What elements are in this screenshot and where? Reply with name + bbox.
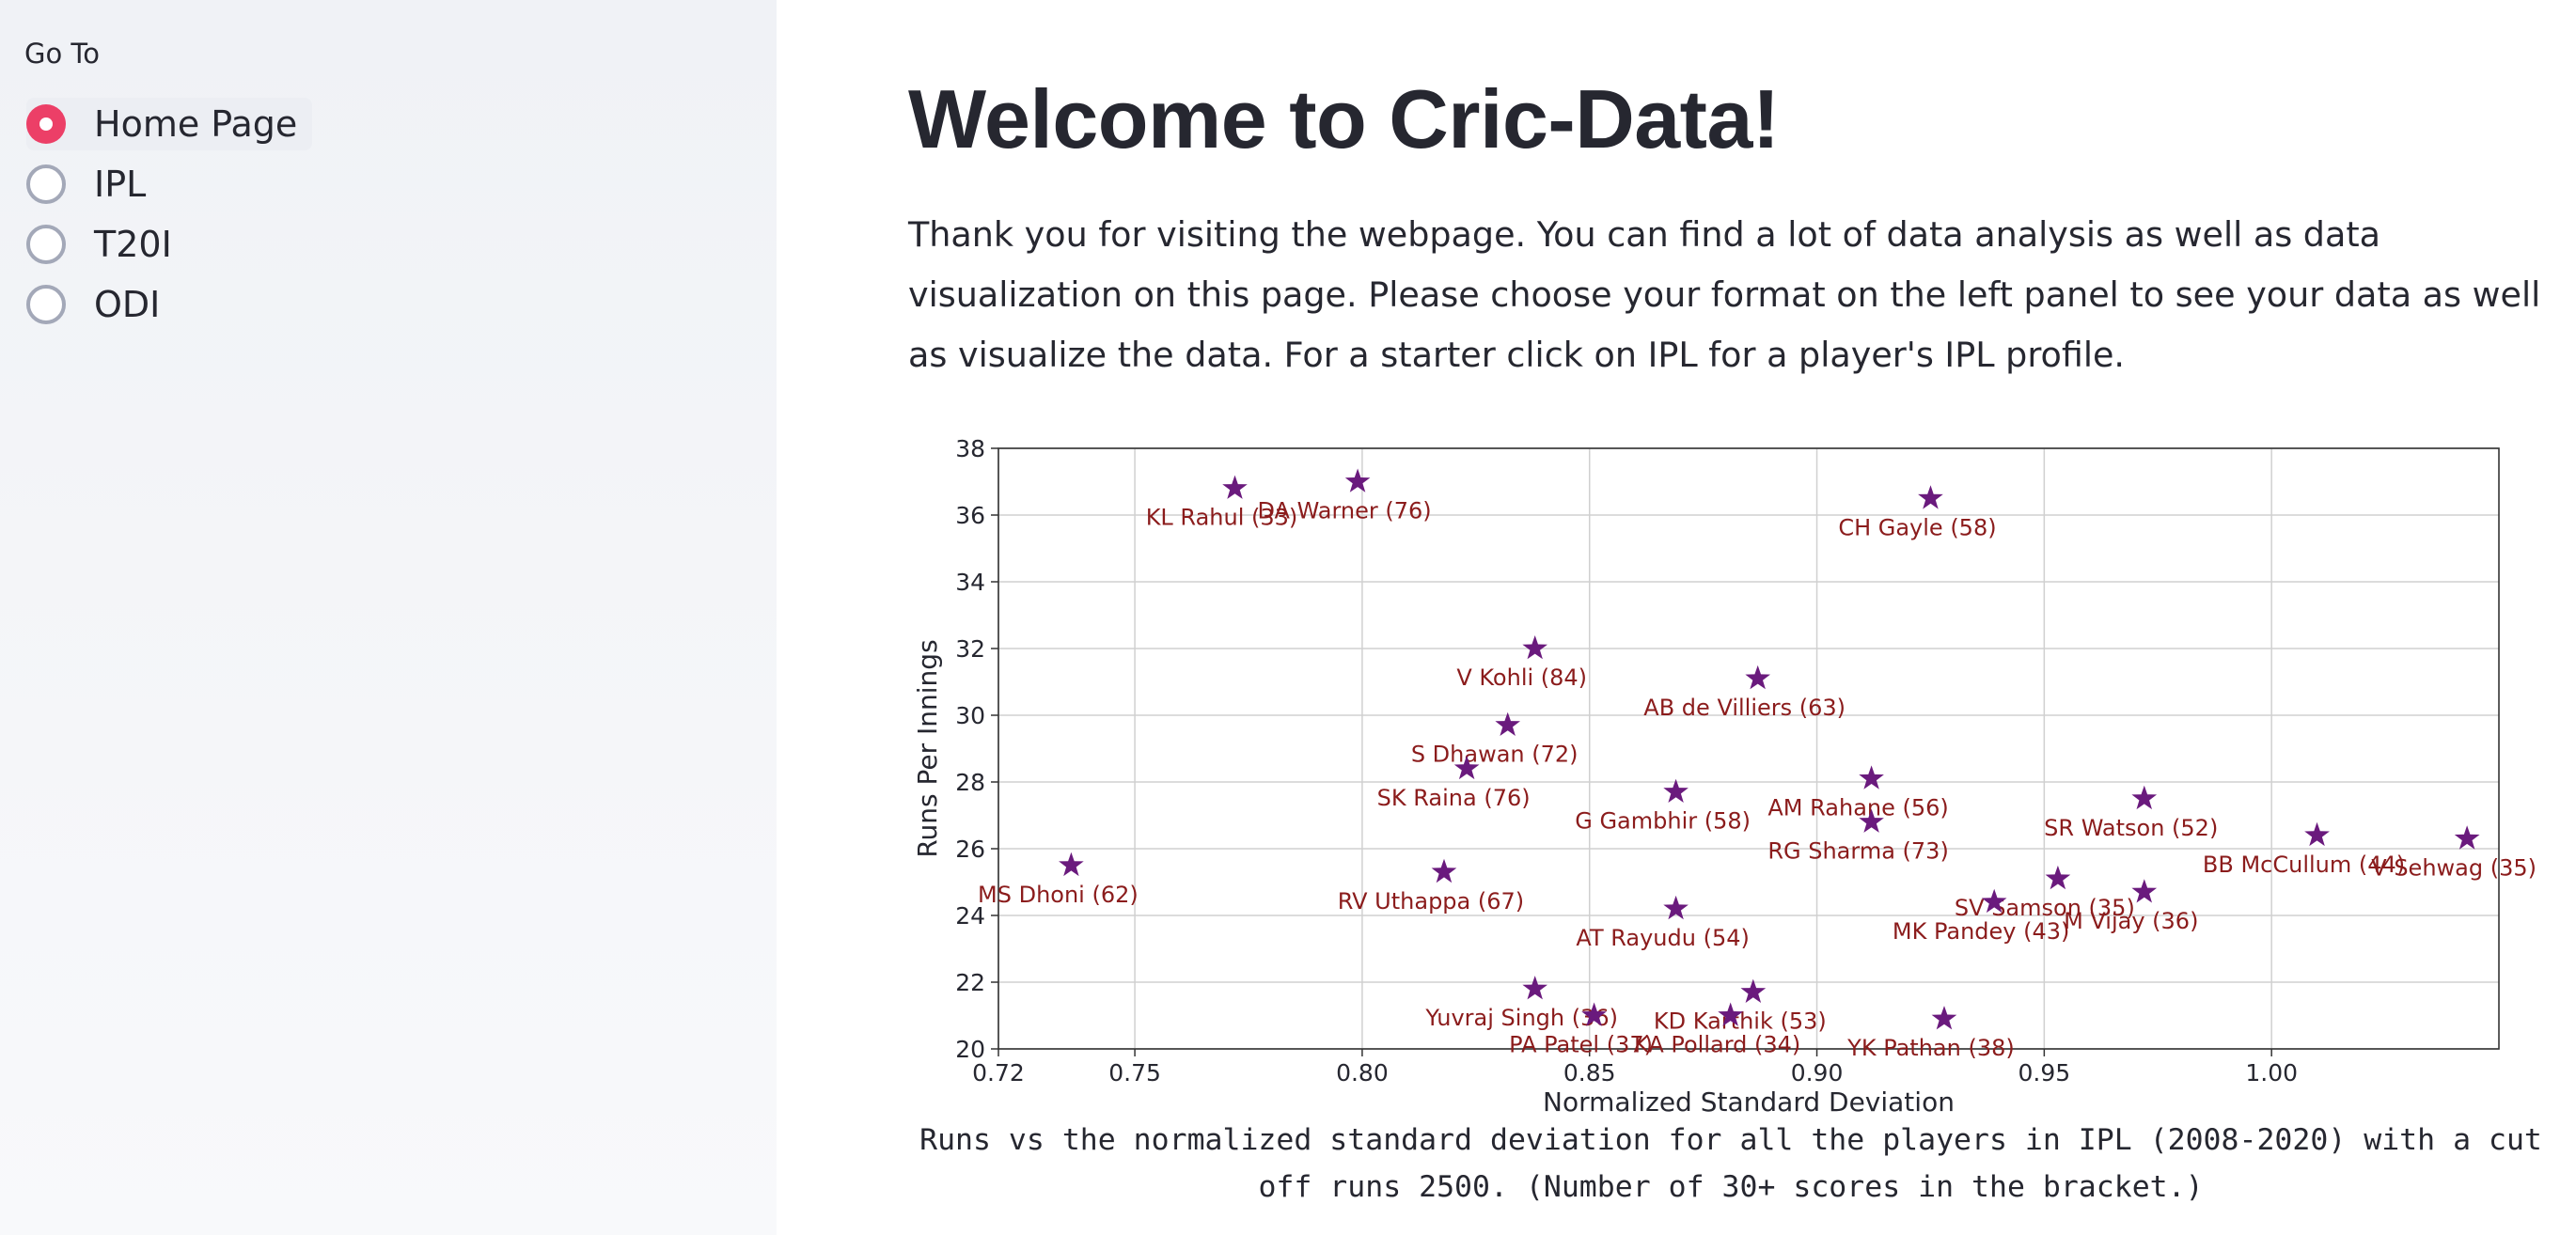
radio-label-home-page: Home Page xyxy=(94,103,298,145)
sidebar: Go To Home Page IPL T20I ODI xyxy=(0,0,777,1235)
data-point-label: AM Rahane (56) xyxy=(1767,794,1948,821)
x-tick-label: 0.72 xyxy=(972,1059,1025,1086)
y-tick-label: 20 xyxy=(955,1036,985,1063)
radio-option-t20i[interactable]: T20I xyxy=(26,218,172,271)
chart-caption: Runs vs the normalized standard deviatio… xyxy=(919,1123,2542,1204)
radio-unchecked-icon[interactable] xyxy=(26,225,66,264)
x-tick-label: 0.80 xyxy=(1336,1059,1389,1086)
y-tick-label: 32 xyxy=(955,635,985,663)
data-point-label: KL Rahul (33) xyxy=(1146,505,1298,531)
data-point-label: YK Pathan (38) xyxy=(1846,1035,2015,1061)
data-point-label: PA Patel (37) xyxy=(1509,1032,1653,1058)
data-point-label: CH Gayle (58) xyxy=(1838,514,1996,540)
y-tick-label: 26 xyxy=(955,836,985,863)
data-point-star xyxy=(1344,468,1371,492)
data-point-star xyxy=(1581,1002,1607,1026)
x-tick-label: 1.00 xyxy=(2245,1059,2298,1086)
x-tick-label: 0.85 xyxy=(1563,1059,1616,1086)
y-tick-label: 28 xyxy=(955,769,985,796)
y-tick-label: 24 xyxy=(955,902,985,930)
data-point-label: SK Raina (76) xyxy=(1377,785,1531,811)
y-tick-label: 34 xyxy=(955,569,985,596)
data-point-label: S Dhawan (72) xyxy=(1411,742,1579,768)
data-point-star xyxy=(1740,978,1767,1003)
data-point-star xyxy=(1718,1002,1743,1026)
data-point-star xyxy=(1522,976,1547,1000)
data-point-label: M Vijay (36) xyxy=(2064,908,2198,934)
data-point-label: AB de Villiers (63) xyxy=(1643,695,1846,721)
data-point-label: MS Dhoni (62) xyxy=(978,882,1139,908)
plot-frame xyxy=(997,447,2500,1050)
data-point-label: SR Watson (52) xyxy=(2044,815,2218,841)
data-points: KL Rahul (33)DA Warner (76) CH Gayle (58)… xyxy=(978,468,2537,1061)
y-tick-label: 22 xyxy=(955,969,985,996)
data-point-star xyxy=(2304,821,2330,847)
data-point-star xyxy=(1059,852,1084,877)
radio-label-ipl: IPL xyxy=(94,164,147,205)
data-point-star xyxy=(1522,635,1547,660)
data-point-star xyxy=(1663,895,1689,920)
data-point-star xyxy=(1495,711,1520,736)
radio-option-ipl[interactable]: IPL xyxy=(26,158,146,211)
radio-unchecked-icon[interactable] xyxy=(26,285,66,324)
data-point-label: V Kohli (84) xyxy=(1456,664,1587,691)
x-axis-label: Normalized Standard Deviation xyxy=(1543,1086,1955,1118)
intro-paragraph: Thank you for visiting the webpage. You … xyxy=(908,214,2541,375)
data-point-star xyxy=(1431,858,1457,883)
y-tick-label: 36 xyxy=(955,502,985,529)
data-point-star xyxy=(1745,664,1770,690)
data-point-star xyxy=(1931,1006,1957,1030)
radio-label-odi: ODI xyxy=(94,284,161,325)
y-tick-label: 30 xyxy=(955,702,985,729)
data-point-star xyxy=(1222,475,1248,499)
data-point-label: Yuvraj Singh (36) xyxy=(1424,1005,1618,1031)
data-point-star xyxy=(1981,888,2007,914)
data-point-star xyxy=(2045,865,2071,890)
data-point-label: BB McCullum (44) xyxy=(2203,852,2405,878)
data-point-label: RG Sharma (73) xyxy=(1767,838,1948,865)
data-point-star xyxy=(2131,879,2158,903)
data-point-star xyxy=(1859,765,1884,789)
x-tick-label: 0.75 xyxy=(1108,1059,1161,1086)
data-point-star xyxy=(1918,485,1943,509)
radio-checked-icon[interactable] xyxy=(26,104,66,144)
scatter-chart: 0.72 0.75 0.80 0.85 0.90 0.95 1.00 20 22 24 26 28 30… xyxy=(912,435,2537,1118)
data-point-label: G Gambhir (58) xyxy=(1575,808,1751,835)
axis-ticks: 0.72 0.75 0.80 0.85 0.90 0.95 1.00 20 22 24 26 28 30… xyxy=(955,435,2298,1086)
data-point-label: DA Warner (76) xyxy=(1257,498,1431,524)
data-point-label: AT Rayudu (54) xyxy=(1576,925,1749,951)
y-tick-label: 38 xyxy=(955,435,985,462)
y-axis-label: Runs Per Innings xyxy=(912,639,943,857)
data-point-label: RV Uthappa (67) xyxy=(1338,888,1524,915)
chart-grid xyxy=(997,447,2499,1050)
radio-option-home-page[interactable]: Home Page xyxy=(26,98,313,150)
data-point-label: V Sehwag (35) xyxy=(2371,854,2537,881)
data-point-star xyxy=(2131,785,2158,810)
data-point-star xyxy=(1663,778,1689,803)
radio-unchecked-icon[interactable] xyxy=(26,164,66,204)
data-point-star xyxy=(1453,755,1480,780)
data-point-label: KA Pollard (34) xyxy=(1634,1032,1800,1058)
data-point-star xyxy=(1859,808,1884,833)
x-tick-label: 0.95 xyxy=(2018,1059,2071,1086)
data-point-star xyxy=(2454,825,2480,850)
radio-option-odi[interactable]: ODI xyxy=(26,278,160,331)
goto-label: Go To xyxy=(24,38,100,70)
page-title: Welcome to Cric-Data! xyxy=(908,72,1780,165)
x-tick-label: 0.90 xyxy=(1791,1059,1844,1086)
data-point-label: MK Pandey (43) xyxy=(1893,918,2069,945)
radio-label-t20i: T20I xyxy=(94,224,172,265)
